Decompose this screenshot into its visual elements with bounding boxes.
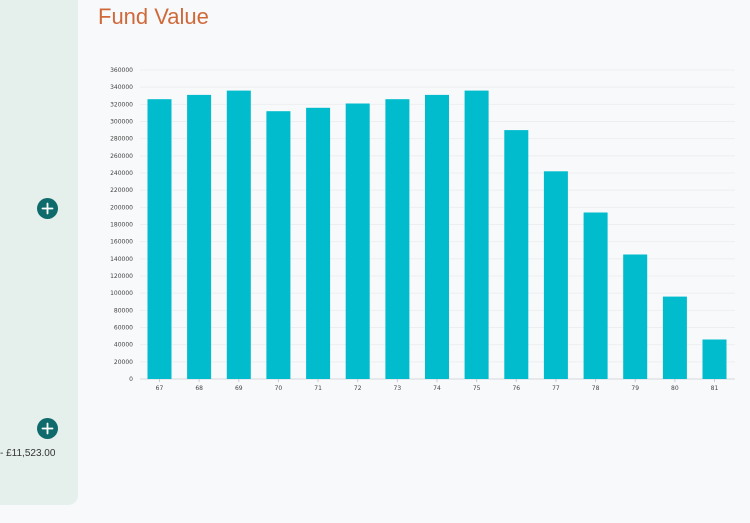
x-tick-label: 75	[473, 385, 481, 392]
x-tick-label: 74	[433, 385, 441, 392]
y-tick-label: 300000	[110, 119, 133, 126]
y-tick-label: 160000	[110, 239, 133, 246]
bar[interactable]	[662, 296, 687, 379]
y-tick-label: 180000	[110, 222, 133, 229]
y-tick-label: 280000	[110, 136, 133, 143]
bar[interactable]	[385, 99, 410, 379]
bar[interactable]	[702, 339, 727, 380]
x-tick-label: 81	[711, 385, 719, 392]
x-tick-label: 70	[275, 385, 283, 392]
y-tick-label: 360000	[110, 67, 133, 74]
bar[interactable]	[504, 130, 529, 379]
bar[interactable]	[623, 254, 648, 380]
y-tick-label: 120000	[110, 273, 133, 280]
x-tick-label: 69	[235, 385, 243, 392]
x-tick-label: 68	[195, 385, 203, 392]
add-button[interactable]	[37, 198, 58, 219]
x-tick-label: 71	[314, 385, 322, 392]
side-amount: - £11,523.00	[0, 448, 56, 459]
y-axis: 0 20000 40000 60000 80000 100000 120000 140000 1…	[110, 67, 133, 383]
x-tick-label: 73	[394, 385, 402, 392]
x-tick-label: 76	[512, 385, 520, 392]
y-tick-label: 100000	[110, 290, 133, 297]
y-tick-label: 80000	[114, 307, 133, 314]
add-button-2[interactable]	[37, 418, 58, 439]
y-tick-label: 140000	[110, 256, 133, 263]
y-tick-label: 260000	[110, 153, 133, 160]
y-tick-label: 60000	[114, 325, 133, 332]
page-title: Fund Value	[98, 4, 209, 29]
y-tick-label: 0	[129, 376, 133, 383]
y-tick-label: 20000	[114, 359, 133, 366]
x-tick-label: 79	[631, 385, 639, 392]
y-tick-label: 340000	[110, 84, 133, 91]
x-tick-label: 72	[354, 385, 362, 392]
y-tick-label: 40000	[114, 342, 133, 349]
plus-icon	[41, 202, 54, 215]
bar[interactable]	[425, 94, 449, 380]
y-tick-label: 240000	[110, 170, 133, 177]
bar[interactable]	[543, 171, 568, 379]
bar[interactable]	[306, 107, 331, 380]
x-tick-label: 77	[552, 385, 560, 392]
bars	[147, 90, 727, 380]
x-tick-label: 67	[156, 385, 164, 392]
x-tick-label: 80	[671, 385, 679, 392]
x-axis: 67 68 69 70 71 72 73 74 75 76 77 78 79 80 81	[156, 379, 719, 392]
bar[interactable]	[226, 90, 251, 379]
bar[interactable]	[464, 90, 489, 379]
bar[interactable]	[187, 94, 212, 380]
x-tick-label: 78	[592, 385, 600, 392]
bar[interactable]	[345, 103, 370, 380]
bar[interactable]	[583, 212, 608, 380]
bar[interactable]	[266, 111, 291, 379]
y-tick-label: 220000	[110, 187, 133, 194]
y-tick-label: 200000	[110, 204, 133, 211]
plus-icon	[41, 422, 54, 435]
y-tick-label: 320000	[110, 101, 133, 108]
bar[interactable]	[147, 99, 172, 379]
